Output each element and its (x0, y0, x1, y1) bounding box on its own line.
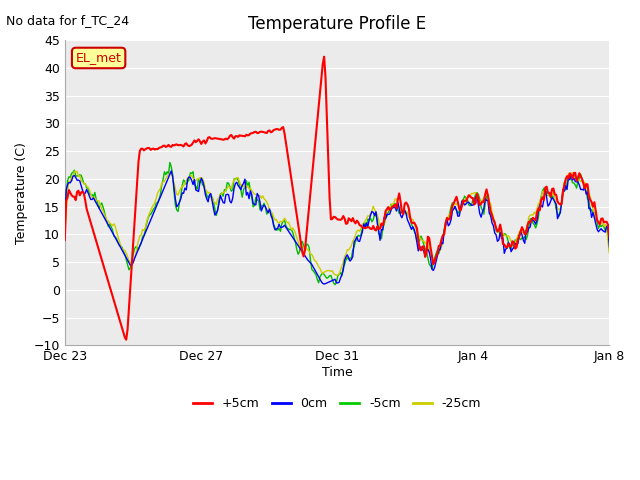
Text: No data for f_TC_24: No data for f_TC_24 (6, 14, 129, 27)
Legend: +5cm, 0cm, -5cm, -25cm: +5cm, 0cm, -5cm, -25cm (188, 392, 486, 415)
Title: Temperature Profile E: Temperature Profile E (248, 15, 426, 33)
Y-axis label: Temperature (C): Temperature (C) (15, 142, 28, 244)
Text: EL_met: EL_met (76, 51, 122, 64)
X-axis label: Time: Time (322, 366, 353, 379)
